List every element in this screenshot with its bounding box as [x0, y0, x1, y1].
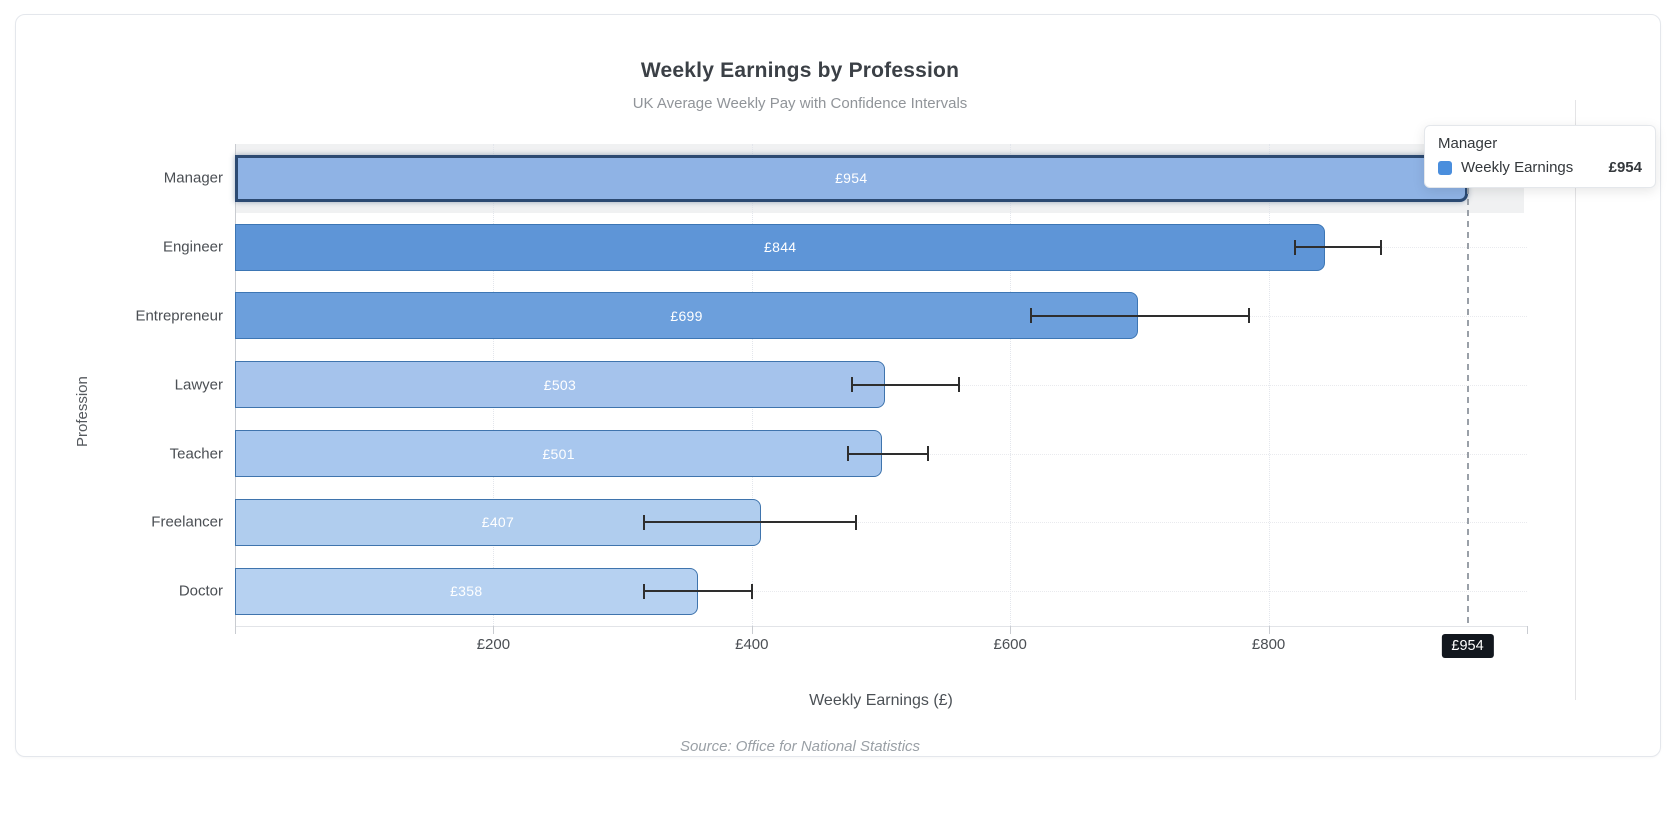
bar-engineer[interactable] — [235, 223, 1326, 271]
y-axis-label-teacher: Teacher — [169, 445, 223, 463]
x-axis-tick-200 — [493, 625, 495, 634]
bar-manager[interactable] — [235, 154, 1468, 202]
bar-value-label-manager: £954 — [835, 170, 868, 187]
chart-title: Weekly Earnings by Profession — [640, 59, 960, 82]
bar-value-label-engineer: £844 — [764, 239, 797, 256]
error-bar-cap-high-teacher — [926, 446, 929, 462]
error-bar-cap-low-engineer — [1294, 239, 1297, 255]
error-bar-cap-low-doctor — [643, 583, 646, 599]
error-bar-lawyer — [851, 383, 959, 386]
bar-value-label-teacher: £501 — [542, 445, 575, 462]
bar-value-label-lawyer: £503 — [543, 376, 577, 393]
error-bar-cap-low-lawyer — [851, 377, 854, 393]
error-bar-cap-high-entrepreneur — [1248, 308, 1251, 324]
x-axis-tick-600 — [1010, 625, 1012, 634]
error-bar-cap-low-entrepreneur — [1029, 308, 1032, 324]
chart-subtitle: UK Average Weekly Pay with Confidence In… — [632, 95, 968, 112]
error-bar-cap-high-engineer — [1380, 239, 1382, 255]
x-axis-tick-1000 — [1527, 625, 1528, 634]
error-bar-cap-high-lawyer — [957, 377, 960, 393]
error-bar-cap-high-freelancer — [855, 514, 858, 530]
source-note: Source: Office for National Statistics — [679, 738, 921, 755]
tooltip-category: Manager — [1438, 135, 1498, 152]
error-bar-engineer — [1294, 246, 1381, 249]
error-bar-entrepreneur — [1029, 314, 1250, 317]
bar-lawyer[interactable] — [235, 361, 885, 409]
bar-entrepreneur[interactable] — [235, 292, 1139, 340]
plot-right-border — [1575, 100, 1576, 700]
bar-doctor[interactable] — [235, 567, 698, 615]
tooltip-series-name: Weekly Earnings — [1461, 159, 1574, 176]
y-axis-label-doctor: Doctor — [178, 582, 223, 600]
series-swatch-icon — [1438, 160, 1452, 175]
error-bar-teacher — [847, 452, 928, 455]
y-axis-label-freelancer: Freelancer — [151, 513, 223, 531]
y-axis-label-entrepreneur: Entrepreneur — [135, 307, 223, 325]
x-axis-tick-0 — [235, 625, 236, 634]
x-axis-line — [235, 625, 1527, 627]
error-bar-freelancer — [643, 521, 857, 524]
y-axis-label-engineer: Engineer — [162, 238, 223, 256]
error-bar-cap-low-teacher — [847, 446, 850, 462]
y-gridline-doctor — [235, 591, 1527, 593]
x-tick-label-600: £600 — [993, 636, 1027, 653]
y-gridline-freelancer — [235, 522, 1527, 524]
bar-value-label-entrepreneur: £699 — [670, 307, 703, 324]
tooltip-value: £954 — [1608, 159, 1642, 176]
y-axis-label-lawyer: Lawyer — [174, 376, 223, 394]
x-axis-tick-400 — [751, 625, 753, 634]
axis-pointer-line — [1466, 144, 1469, 626]
y-axis-label-manager: Manager — [163, 169, 223, 187]
x-tick-label-200: £200 — [476, 636, 511, 653]
error-bar-doctor — [643, 590, 752, 593]
bar-teacher[interactable] — [235, 430, 883, 478]
x-tick-label-800: £800 — [1251, 636, 1286, 653]
tooltip: Manager Weekly Earnings £954 — [1424, 125, 1656, 188]
error-bar-cap-low-freelancer — [643, 514, 646, 530]
x-axis-title: Weekly Earnings (£) — [809, 692, 953, 709]
error-bar-cap-high-doctor — [750, 583, 753, 599]
x-axis-tick-800 — [1268, 625, 1270, 634]
bar-value-label-doctor: £358 — [450, 583, 483, 600]
tooltip-row: Weekly Earnings £954 — [1438, 159, 1642, 176]
bar-value-label-freelancer: £407 — [481, 514, 515, 531]
x-tick-label-400: £400 — [735, 636, 769, 653]
axis-pointer-label: £954 — [1441, 634, 1494, 658]
